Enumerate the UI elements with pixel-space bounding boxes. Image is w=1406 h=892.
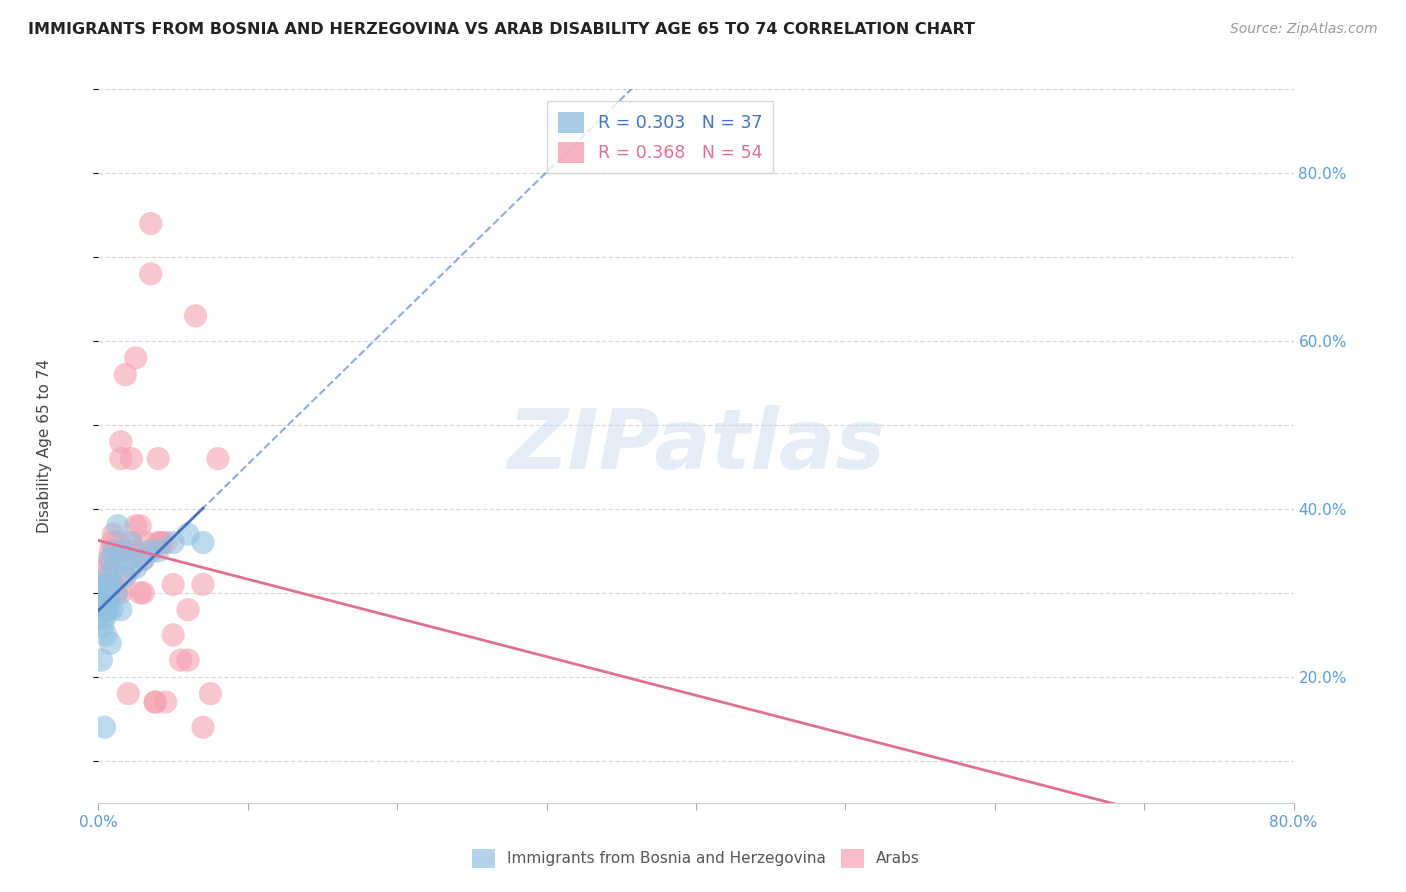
Point <box>91 603 114 617</box>
Point <box>97 569 120 583</box>
Point <box>107 535 129 549</box>
Point <box>110 451 132 466</box>
Point <box>117 552 139 566</box>
Point <box>143 695 166 709</box>
Point <box>93 720 115 734</box>
Point <box>94 628 117 642</box>
Point <box>155 695 177 709</box>
Point <box>177 527 200 541</box>
Point <box>162 628 184 642</box>
Point <box>120 451 142 466</box>
Point <box>129 586 152 600</box>
Point <box>129 518 152 533</box>
Point <box>110 434 132 449</box>
Point <box>94 586 117 600</box>
Point <box>125 518 148 533</box>
Point <box>125 351 148 365</box>
Point <box>120 560 142 574</box>
Point <box>162 577 184 591</box>
Point <box>135 535 157 549</box>
Point <box>100 636 122 650</box>
Point <box>100 552 122 566</box>
Point <box>91 619 114 633</box>
Legend: Immigrants from Bosnia and Herzegovina, Arabs: Immigrants from Bosnia and Herzegovina, … <box>465 843 927 873</box>
Point <box>101 535 124 549</box>
Point <box>184 309 207 323</box>
Point <box>107 518 129 533</box>
Point <box>101 603 124 617</box>
Point <box>132 552 155 566</box>
Point <box>120 535 142 549</box>
Point <box>94 586 117 600</box>
Point <box>132 552 155 566</box>
Point <box>97 586 120 600</box>
Point <box>139 217 162 231</box>
Point <box>105 586 128 600</box>
Point <box>114 569 136 583</box>
Point <box>90 586 112 600</box>
Point <box>96 594 118 608</box>
Point <box>148 544 170 558</box>
Point <box>111 544 134 558</box>
Point <box>191 577 214 591</box>
Point <box>120 535 142 549</box>
Text: IMMIGRANTS FROM BOSNIA AND HERZEGOVINA VS ARAB DISABILITY AGE 65 TO 74 CORRELATI: IMMIGRANTS FROM BOSNIA AND HERZEGOVINA V… <box>28 22 976 37</box>
Point <box>89 611 111 625</box>
Point <box>114 569 136 583</box>
Point <box>139 544 162 558</box>
Point <box>93 577 115 591</box>
Point <box>100 544 122 558</box>
Point <box>93 577 115 591</box>
Point <box>103 577 125 591</box>
Point <box>93 611 115 625</box>
Point <box>91 594 114 608</box>
Point <box>117 544 139 558</box>
Point <box>103 527 125 541</box>
Point <box>125 560 148 574</box>
Point <box>139 544 162 558</box>
Point <box>143 695 166 709</box>
Point <box>139 267 162 281</box>
Point <box>148 451 170 466</box>
Point <box>96 577 118 591</box>
Point <box>132 586 155 600</box>
Point <box>90 653 112 667</box>
Point <box>104 560 127 574</box>
Point <box>90 603 112 617</box>
Point <box>155 535 177 549</box>
Text: ZIPatlas: ZIPatlas <box>508 406 884 486</box>
Point <box>191 720 214 734</box>
Point <box>89 603 111 617</box>
Point <box>200 687 222 701</box>
Point <box>96 603 118 617</box>
Point <box>117 687 139 701</box>
Point <box>177 653 200 667</box>
Point <box>91 586 114 600</box>
Point <box>110 603 132 617</box>
Point <box>94 603 117 617</box>
Point <box>97 552 120 566</box>
Point <box>148 535 170 549</box>
Point <box>207 451 229 466</box>
Point <box>105 586 128 600</box>
Point <box>93 594 115 608</box>
Point <box>150 535 173 549</box>
Text: Disability Age 65 to 74: Disability Age 65 to 74 <box>37 359 52 533</box>
Point <box>169 653 191 667</box>
Point <box>110 586 132 600</box>
Text: Source: ZipAtlas.com: Source: ZipAtlas.com <box>1230 22 1378 37</box>
Point <box>150 535 173 549</box>
Point <box>191 535 214 549</box>
Point <box>103 544 125 558</box>
Point <box>114 368 136 382</box>
Point <box>96 560 118 574</box>
Point <box>125 544 148 558</box>
Point <box>162 535 184 549</box>
Point <box>94 569 117 583</box>
Point <box>111 544 134 558</box>
Point <box>177 603 200 617</box>
